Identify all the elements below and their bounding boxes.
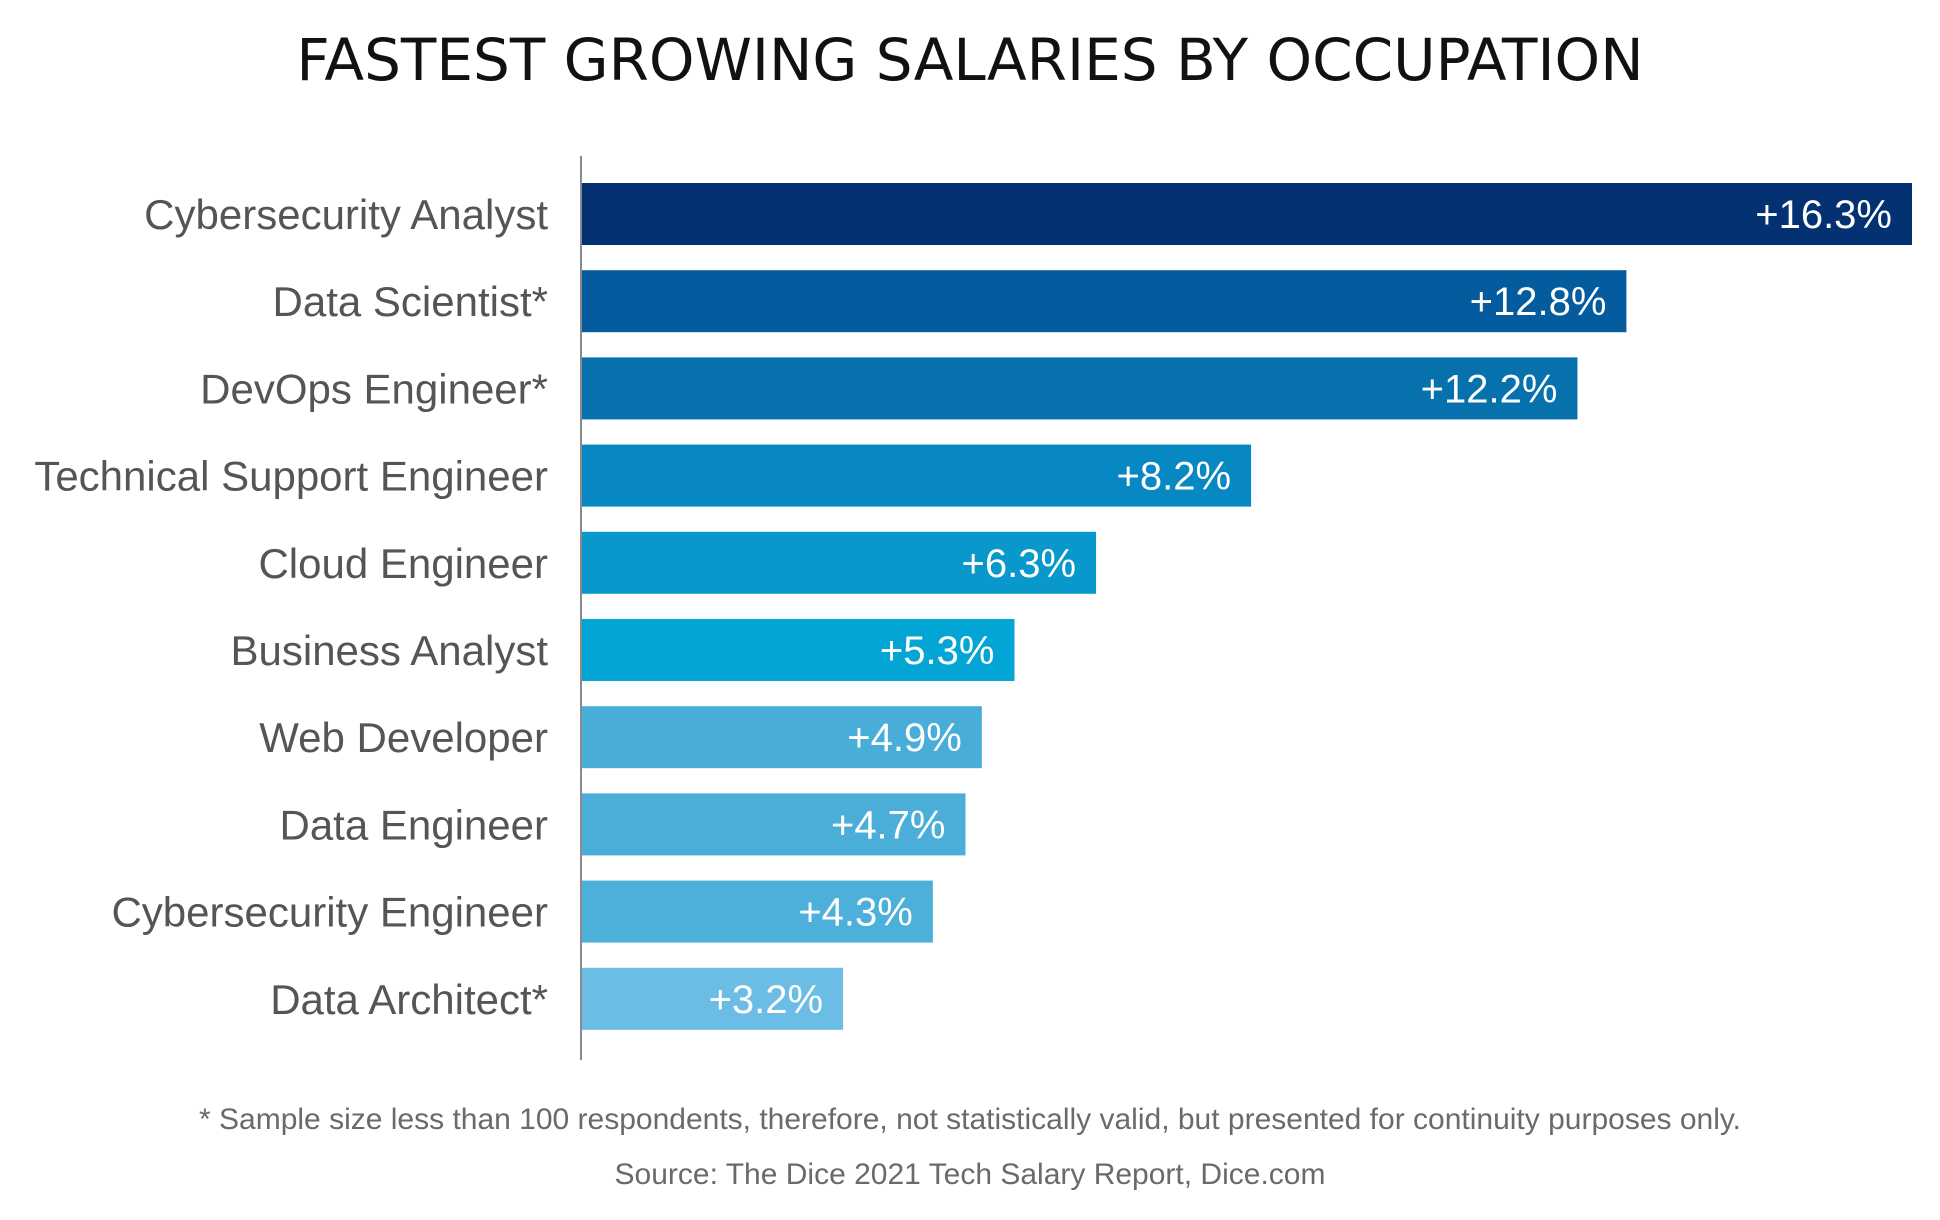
bar-8	[582, 793, 966, 856]
category-label-4: Technical Support Engineer	[34, 453, 548, 500]
value-label-1: +16.3%	[1755, 193, 1892, 237]
bar-2	[582, 270, 1627, 333]
category-label-6: Business Analyst	[230, 627, 548, 674]
value-label-7: +4.9%	[847, 716, 962, 760]
bar-4	[582, 444, 1252, 507]
bars-group: +16.3% Cybersecurity Analyst +12.8% Data Sc…	[34, 183, 1912, 1030]
footnote-sample-size: * Sample size less than 100 respondents,…	[199, 1103, 1741, 1136]
bar-5	[582, 531, 1097, 594]
value-label-9: +4.3%	[798, 891, 913, 935]
category-label-5: Cloud Engineer	[258, 540, 548, 587]
category-label-9: Cybersecurity Engineer	[111, 889, 548, 936]
category-label-1: Cybersecurity Analyst	[144, 191, 548, 238]
value-label-4: +8.2%	[1117, 455, 1232, 499]
bar-7	[582, 706, 982, 769]
value-label-3: +12.2%	[1421, 367, 1558, 411]
category-label-7: Web Developer	[259, 714, 548, 761]
category-label-10: Data Architect*	[270, 976, 548, 1023]
value-label-2: +12.8%	[1470, 280, 1607, 324]
category-label-3: DevOps Engineer*	[200, 365, 548, 412]
category-label-8: Data Engineer	[279, 801, 548, 848]
value-label-5: +6.3%	[962, 542, 1077, 586]
bar-chart: +16.3% Cybersecurity Analyst +12.8% Data Sc…	[34, 156, 1912, 1060]
value-label-10: +3.2%	[709, 978, 824, 1022]
chart-title: FASTEST GROWING SALARIES BY OCCUPATION	[296, 26, 1644, 94]
value-label-8: +4.7%	[831, 803, 946, 847]
category-label-2: Data Scientist*	[273, 278, 548, 325]
bar-1	[582, 183, 1912, 245]
source-note: Source: The Dice 2021 Tech Salary Report…	[614, 1158, 1326, 1191]
bar-3	[582, 357, 1578, 420]
bar-9	[582, 880, 933, 943]
bar-6	[582, 619, 1015, 681]
value-label-6: +5.3%	[880, 629, 995, 673]
bar-10	[582, 967, 844, 1030]
